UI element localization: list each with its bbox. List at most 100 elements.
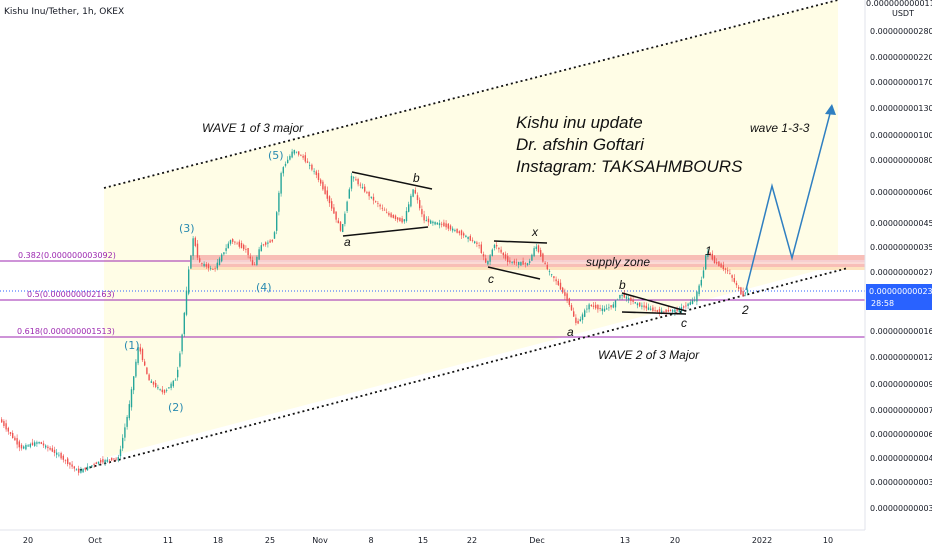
candle-body xyxy=(434,221,436,225)
candle-body xyxy=(287,159,289,164)
candle-body xyxy=(702,270,705,278)
candle-body xyxy=(342,224,344,233)
candle-body xyxy=(727,270,729,272)
candle-body xyxy=(520,262,522,266)
candle-body xyxy=(91,465,93,467)
candle-body xyxy=(489,255,491,262)
candle-body xyxy=(625,296,628,299)
candle-body xyxy=(262,244,265,246)
candle-body xyxy=(705,255,707,270)
label-n2: 2 xyxy=(741,303,749,317)
price-label: 0.0000000000600 xyxy=(870,430,932,439)
candle-body xyxy=(553,276,555,279)
price-label: 0.0000000000750 xyxy=(870,406,932,415)
candle-body xyxy=(236,243,238,245)
candle-body xyxy=(86,466,89,471)
candle-body xyxy=(592,305,595,307)
candle-body xyxy=(724,268,727,270)
candle-body xyxy=(691,300,694,304)
price-axis[interactable]: 0.0000000000118000 USDT 0.0000000028000 0… xyxy=(864,0,932,550)
candle-body xyxy=(542,253,544,262)
candle-body xyxy=(603,308,606,312)
candle-body xyxy=(537,245,540,252)
candle-body xyxy=(7,427,9,432)
candle-body xyxy=(661,310,663,314)
projection-arrowhead xyxy=(825,104,836,115)
candle-body xyxy=(500,249,502,253)
price-label: 0.0000000000380 xyxy=(870,478,932,487)
candle-body xyxy=(735,282,738,286)
candle-body xyxy=(350,175,353,189)
label-b1: b xyxy=(413,171,420,185)
candle-body xyxy=(89,466,91,468)
time-axis[interactable]: 20 Oct 11 18 25 Nov 8 15 22 Dec 13 20 2022 10 xyxy=(0,529,932,550)
candle-body xyxy=(482,254,485,257)
candle-body xyxy=(397,217,399,220)
candle-body xyxy=(20,444,23,449)
candle-body xyxy=(458,231,460,234)
candle-body xyxy=(694,299,696,301)
candle-body xyxy=(229,240,232,244)
candle-body xyxy=(663,311,665,313)
candle-body xyxy=(623,292,625,298)
wave-label-1: (1) xyxy=(124,339,140,352)
candle-body xyxy=(676,308,678,312)
candle-body xyxy=(238,241,240,247)
time-label: Nov xyxy=(312,536,328,545)
candle-body xyxy=(568,298,570,305)
candle-body xyxy=(1,419,3,423)
candle-body xyxy=(645,305,647,309)
candle-body xyxy=(667,309,669,312)
candle-body xyxy=(535,246,537,250)
candle-body xyxy=(562,287,564,293)
candle-body xyxy=(150,381,152,383)
time-label: Oct xyxy=(88,536,102,545)
candle-body xyxy=(93,463,95,465)
candle-body xyxy=(621,294,623,296)
candle-body xyxy=(5,423,7,430)
candle-body xyxy=(225,248,227,251)
candle-body xyxy=(634,302,636,304)
time-label: 25 xyxy=(265,536,275,545)
candle-body xyxy=(293,150,295,154)
candle-body xyxy=(687,303,689,307)
candle-body xyxy=(71,464,73,467)
candle-body xyxy=(146,367,148,374)
candle-body xyxy=(361,187,364,189)
time-label: 11 xyxy=(163,536,173,545)
candle-body xyxy=(614,300,617,308)
candle-body xyxy=(130,389,133,408)
candle-body xyxy=(168,387,170,389)
candle-body xyxy=(29,444,31,447)
candle-body xyxy=(641,305,643,307)
candle-body xyxy=(443,222,445,227)
candle-body xyxy=(449,225,452,230)
candle-body xyxy=(636,303,639,306)
price-label: 0.0000000008000 xyxy=(870,156,932,165)
candle-body xyxy=(67,458,69,465)
candle-body xyxy=(157,387,159,389)
candle-body xyxy=(322,181,324,190)
candle-body xyxy=(548,271,551,272)
candle-body xyxy=(599,308,601,309)
candle-body xyxy=(328,196,331,204)
candle-body xyxy=(27,445,29,447)
time-label: 8 xyxy=(368,536,373,545)
candle-body xyxy=(738,287,740,289)
candle-body xyxy=(656,310,658,312)
candle-body xyxy=(56,452,58,455)
candle-body xyxy=(16,438,18,445)
candle-body xyxy=(192,238,194,256)
candle-body xyxy=(256,256,258,265)
candle-body xyxy=(452,228,454,231)
candle-body xyxy=(278,192,280,212)
candle-body xyxy=(42,443,45,446)
candle-body xyxy=(493,244,496,248)
candle-body xyxy=(610,305,612,308)
candle-body xyxy=(111,457,113,461)
candle-body xyxy=(381,207,383,209)
price-label: 0.0000000028000 xyxy=(870,27,932,36)
fib-label-0382: 0.382(0.000000003092) xyxy=(18,251,116,260)
candle-body xyxy=(731,275,733,278)
